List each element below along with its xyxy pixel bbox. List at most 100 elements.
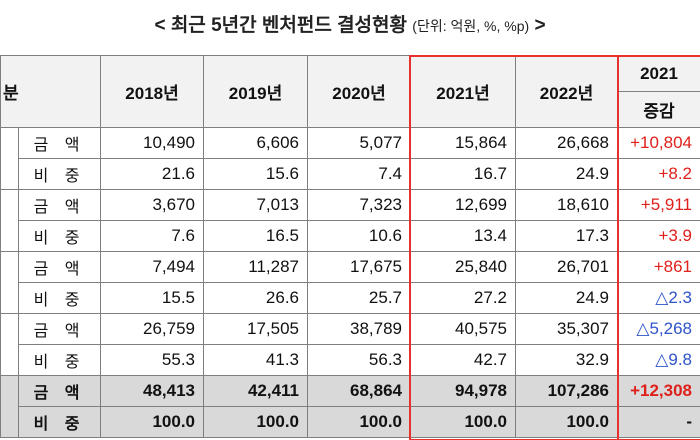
cell: 21.6 <box>100 158 205 190</box>
cell: 100.0 <box>307 406 412 438</box>
cell: +5,911 <box>617 189 700 221</box>
cell: 25.7 <box>307 282 412 314</box>
cell: 18,610 <box>515 189 619 221</box>
cell: 10,490 <box>100 127 205 159</box>
cell: 7.6 <box>100 220 205 252</box>
cell: 26,668 <box>515 127 619 159</box>
cell: 40,575 <box>410 313 517 345</box>
row-label: 비 중 <box>17 220 102 252</box>
year-header: 2022년 <box>515 55 619 128</box>
header-row: 증감 <box>1 91 700 128</box>
title-close: > <box>534 15 546 36</box>
cell: +10,804 <box>617 127 700 159</box>
cell: 56.3 <box>307 344 412 376</box>
year-header: 2021년 <box>410 55 517 128</box>
year-header: 2018년 <box>100 55 205 128</box>
cell: 6,606 <box>203 127 309 159</box>
cell: 25,840 <box>410 251 517 283</box>
cell: 3,670 <box>100 189 205 221</box>
data-row: 비 중 7.6 16.5 10.6 13.4 17.3 +3.9 <box>1 220 700 252</box>
fund-table: 분 2018년 2019년 2020년 2021년 2022년 2021 증감 금 액 10,49… <box>0 55 700 438</box>
cell: 17.3 <box>515 220 619 252</box>
row-label: 금 액 <box>17 251 102 283</box>
cell: 16.5 <box>203 220 309 252</box>
cell: 7.4 <box>307 158 412 190</box>
group-cell <box>0 127 19 190</box>
cell: 26,759 <box>100 313 205 345</box>
row-label: 비 중 <box>17 158 102 190</box>
cell: 107,286 <box>515 375 619 407</box>
group-cell <box>0 375 19 438</box>
cell: 7,323 <box>307 189 412 221</box>
cell: 100.0 <box>100 406 205 438</box>
data-row: 비 중 21.6 15.6 7.4 16.7 24.9 +8.2 <box>1 158 700 190</box>
cell: 26.6 <box>203 282 309 314</box>
data-row: 비 중 100.0 100.0 100.0 100.0 100.0- <box>1 406 700 438</box>
cell: 7,494 <box>100 251 205 283</box>
year-header: 2019년 <box>203 55 309 128</box>
cell: +861 <box>617 251 700 283</box>
data-row: 비 중 15.5 26.6 25.7 27.2 24.9 △2.3 <box>1 282 700 314</box>
row-label: 금 액 <box>17 127 102 159</box>
row-label: 금 액 <box>17 375 102 407</box>
cell: 24.9 <box>515 158 619 190</box>
cell: 7,013 <box>203 189 309 221</box>
cell: 35,307 <box>515 313 619 345</box>
title-text: < 최근 5년간 벤처펀드 결성현황 <box>154 15 407 36</box>
group-cell <box>0 189 19 252</box>
group-cell <box>0 313 19 376</box>
cell: 42,411 <box>203 375 309 407</box>
cell: △2.3 <box>617 282 700 314</box>
cell: 15.6 <box>203 158 309 190</box>
data-row: 금 액 48,413 42,411 68,864 94,978 107,286 +12,30… <box>0 375 700 438</box>
cell: 100.0 <box>410 406 517 438</box>
cell: 17,675 <box>307 251 412 283</box>
row-label: 금 액 <box>17 189 102 221</box>
unit-text: (단위: 억원, %, %p) <box>412 18 530 34</box>
year-header: 2020년 <box>307 55 412 128</box>
cell: 55.3 <box>100 344 205 376</box>
data-row: 비 중 55.3 41.3 56.3 42.7 32.9 △9.8 <box>1 344 700 376</box>
cell: 38,789 <box>307 313 412 345</box>
cell: - <box>617 406 700 438</box>
cell: 32.9 <box>515 344 619 376</box>
cell: 48,413 <box>100 375 205 407</box>
row-label: 금 액 <box>17 313 102 345</box>
cell: 100.0 <box>203 406 309 438</box>
cell: 24.9 <box>515 282 619 314</box>
row-label: 비 중 <box>17 406 102 438</box>
row-label: 비 중 <box>17 344 102 376</box>
cell: 11,287 <box>203 251 309 283</box>
data-row: 금 액 7,494 11,287 17,675 25,840 26,701 +861 <box>0 251 700 314</box>
cell: 17,505 <box>203 313 309 345</box>
change-header: 2021 <box>617 55 700 92</box>
cell: 10.6 <box>307 220 412 252</box>
cell: +12,308 <box>617 375 700 407</box>
cell: 41.3 <box>203 344 309 376</box>
group-cell <box>0 251 19 314</box>
table-body: 분 2018년 2019년 2020년 2021년 2022년 2021 증감 금 액 10,49… <box>0 55 700 438</box>
cell: 15.5 <box>100 282 205 314</box>
cell: 26,701 <box>515 251 619 283</box>
cell: △5,268 <box>617 313 700 345</box>
cell: 13.4 <box>410 220 517 252</box>
group-header: 분 <box>0 55 102 128</box>
cell: 27.2 <box>410 282 517 314</box>
change-header: 증감 <box>617 91 700 128</box>
cell: 94,978 <box>410 375 517 407</box>
cell: +8.2 <box>617 158 700 190</box>
title: < 최근 5년간 벤처펀드 결성현황 (단위: 억원, %, %p) > <box>0 10 700 37</box>
data-row: 금 액 10,490 6,606 5,077 15,864 26,668 +10,804 <box>0 127 700 190</box>
header-row: 분 2018년 2019년 2020년 2021년 2022년 2021 <box>0 55 700 128</box>
cell: 12,699 <box>410 189 517 221</box>
cell: 16.7 <box>410 158 517 190</box>
cell: 5,077 <box>307 127 412 159</box>
cell: 68,864 <box>307 375 412 407</box>
cell: △9.8 <box>617 344 700 376</box>
data-row: 금 액 26,759 17,505 38,789 40,575 35,307 △5,268 <box>0 313 700 376</box>
row-label: 비 중 <box>17 282 102 314</box>
data-row: 금 액 3,670 7,013 7,323 12,699 18,610 +5,911 <box>0 189 700 252</box>
cell: 100.0 <box>515 406 619 438</box>
cell: 42.7 <box>410 344 517 376</box>
cell: 15,864 <box>410 127 517 159</box>
